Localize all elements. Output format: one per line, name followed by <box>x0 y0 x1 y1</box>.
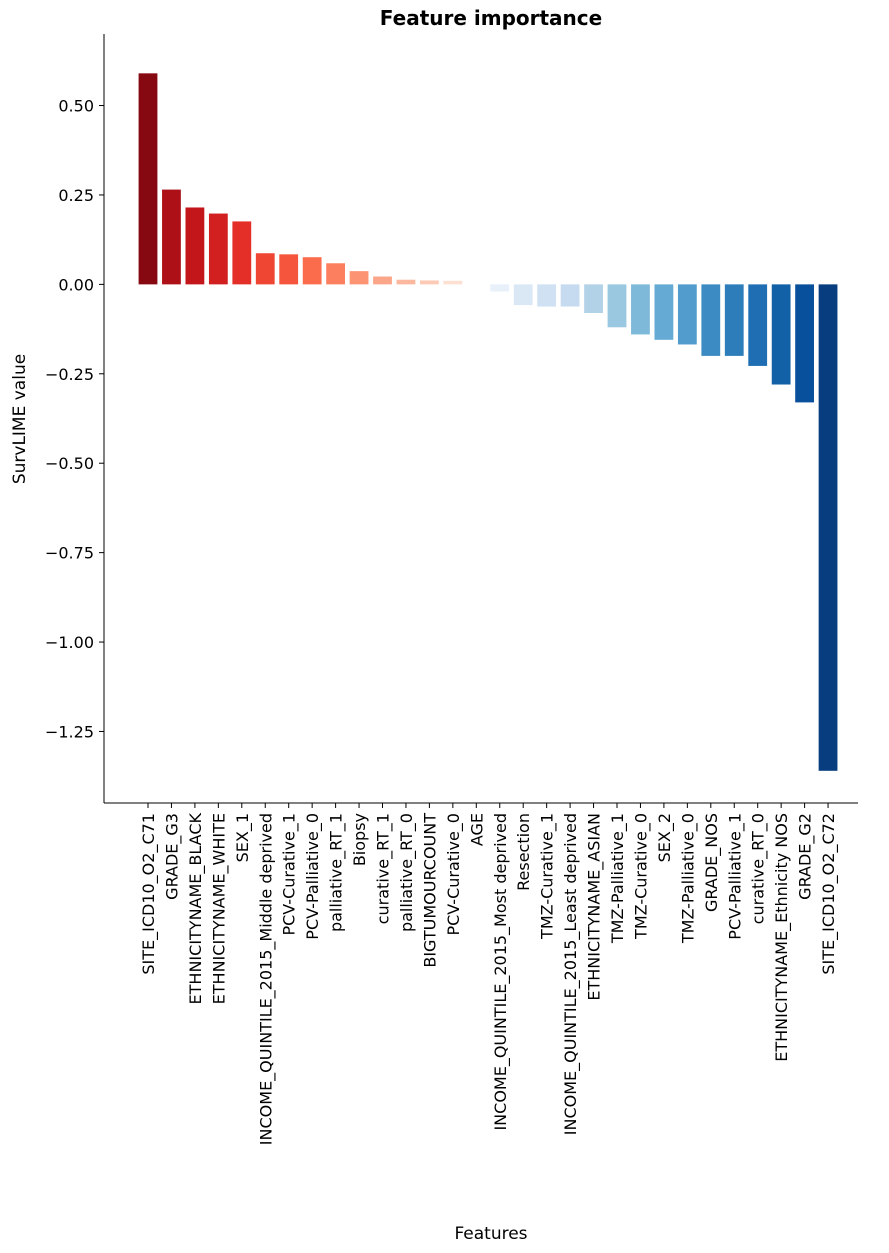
bar-0 <box>138 73 158 285</box>
x-tick-label: INCOME_QUINTILE_2015_Middle deprived <box>256 813 276 1145</box>
y-axis: 0.50 0.25 0.00 −0.25 −0.50 −0.75 −1.00 −1.25 <box>45 34 105 803</box>
bar-25 <box>724 284 744 356</box>
x-axis-label: Features <box>454 1224 527 1244</box>
bar-26 <box>748 284 768 366</box>
bar-3 <box>208 213 228 285</box>
x-tick-label: AGE <box>467 813 486 846</box>
bar-2 <box>185 207 205 285</box>
bar-22 <box>654 284 674 340</box>
x-tick-label: Resection <box>514 813 533 891</box>
bar-8 <box>326 263 345 285</box>
x-tick-label: PCV-Palliative_0 <box>303 813 323 940</box>
x-tick-label: GRADE_G2 <box>796 813 816 900</box>
bar-11 <box>396 279 416 285</box>
y-tick-label: −0.75 <box>45 544 94 563</box>
bar-17 <box>537 284 557 307</box>
y-axis-label: SurvLIME value <box>10 354 30 484</box>
x-tick-label: palliative_RT_1 <box>327 813 347 932</box>
bar-23 <box>677 284 697 345</box>
y-tick-label: −0.25 <box>45 365 94 384</box>
x-tick-label: SITE_ICD10_O2_C72 <box>819 813 839 975</box>
y-tick-label: −1.00 <box>45 633 94 652</box>
bar-16 <box>513 284 533 306</box>
x-tick-label: curative_RT_1 <box>374 813 394 924</box>
bar-12 <box>420 280 439 285</box>
bars-group <box>138 73 838 771</box>
x-tick-label: SEX_2 <box>655 813 675 862</box>
x-tick-label: INCOME_QUINTILE_2015_Least deprived <box>561 813 581 1135</box>
bar-29 <box>818 284 838 771</box>
x-tick-label: ETHNICITYNAME_ASIAN <box>585 813 605 1001</box>
x-tick-label: BIGTUMOURCOUNT <box>420 813 439 968</box>
x-tick-label: curative_RT_0 <box>749 813 769 924</box>
x-tick-label: PCV-Curative_1 <box>280 813 300 936</box>
y-tick-label: −0.50 <box>45 454 94 473</box>
bar-13 <box>443 280 463 285</box>
x-tick-label: PCV-Palliative_1 <box>725 813 745 940</box>
bar-15 <box>490 284 510 292</box>
x-tick-label: SEX_1 <box>233 813 253 862</box>
y-tick-label: 0.50 <box>58 97 94 116</box>
y-tick-label: 0.25 <box>58 186 94 205</box>
bar-1 <box>162 189 181 285</box>
bar-19 <box>584 284 603 313</box>
x-tick-label: TMZ-Palliative_0 <box>678 813 698 944</box>
x-tick-label: palliative_RT_0 <box>397 813 417 932</box>
bar-21 <box>631 284 650 335</box>
x-tick-label: GRADE_G3 <box>162 813 182 900</box>
bar-28 <box>795 284 814 403</box>
x-tick-label: TMZ-Palliative_1 <box>608 813 628 944</box>
x-axis: SITE_ICD10_O2_C71 GRADE_G3 ETHNICITYNAME_B… <box>104 802 858 1145</box>
bar-4 <box>232 221 252 285</box>
bar-27 <box>771 284 791 385</box>
y-tick-label: 0.00 <box>58 275 94 294</box>
bar-18 <box>560 284 580 307</box>
x-tick-label: ETHNICITYNAME_Ethnicity NOS <box>772 813 792 1062</box>
x-tick-label: ETHNICITYNAME_BLACK <box>186 812 206 1004</box>
x-tick-label: ETHNICITYNAME_WHITE <box>209 813 229 1004</box>
x-tick-label: PCV-Curative_0 <box>444 813 464 936</box>
bar-9 <box>349 271 369 285</box>
x-tick-label: TMZ-Curative_1 <box>538 813 558 940</box>
chart-title: Feature importance <box>380 6 602 30</box>
x-tick-label: INCOME_QUINTILE_2015_Most deprived <box>491 813 511 1131</box>
x-tick-label: SITE_ICD10_O2_C71 <box>139 813 159 975</box>
x-tick-label: Biopsy <box>350 813 369 866</box>
x-tick-label: TMZ-Curative_0 <box>631 813 651 940</box>
x-tick-label: GRADE_NOS <box>702 813 722 912</box>
bar-24 <box>701 284 721 356</box>
bar-20 <box>607 284 627 328</box>
bar-10 <box>373 276 392 285</box>
bar-5 <box>255 253 275 285</box>
bar-7 <box>302 257 322 285</box>
bar-6 <box>279 254 299 285</box>
y-tick-label: −1.25 <box>45 722 94 741</box>
